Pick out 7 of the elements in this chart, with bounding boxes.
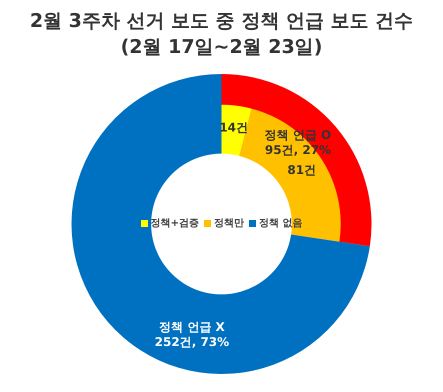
legend-label: 정책만 bbox=[212, 217, 244, 230]
legend-label: 정책+검증 bbox=[150, 217, 199, 230]
chart-title: 2월 3주차 선거 보도 중 정책 언급 보도 건수 bbox=[28, 9, 414, 34]
data-label: 252건, 73% bbox=[154, 334, 230, 349]
chart-subtitle: (2월 17일~2월 23일) bbox=[120, 35, 324, 60]
data-label: 81건 bbox=[287, 163, 316, 178]
slice-label: 정책 언급 X bbox=[159, 320, 226, 334]
